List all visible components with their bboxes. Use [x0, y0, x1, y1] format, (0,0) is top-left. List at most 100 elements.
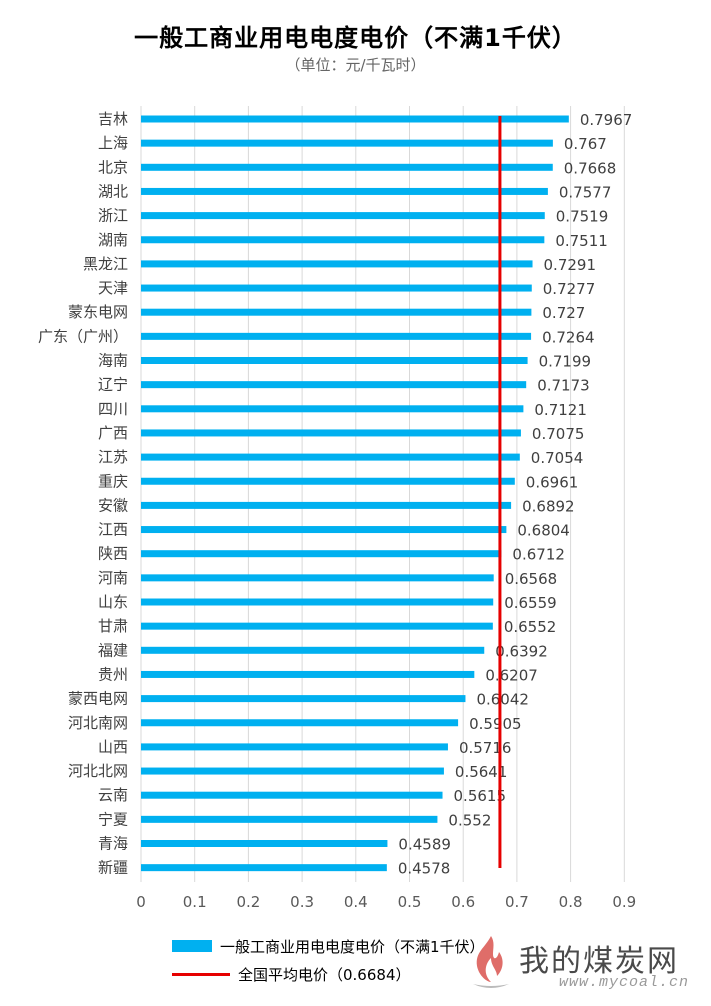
- category-label: 宁夏: [98, 810, 128, 828]
- value-label: 0.6207: [485, 666, 538, 684]
- category-label: 天津: [98, 279, 128, 297]
- category-label: 江西: [98, 521, 128, 539]
- value-label: 0.6712: [512, 546, 565, 564]
- value-label: 0.7668: [564, 159, 617, 177]
- legend-bar-label: 一般工商业用电电度电价（不满1千伏）: [220, 937, 485, 956]
- value-label: 0.6804: [517, 522, 570, 540]
- value-label: 0.727: [542, 304, 585, 322]
- x-tick-label: 0.8: [559, 893, 583, 911]
- category-label: 辽宁: [98, 376, 128, 394]
- value-label: 0.6042: [476, 691, 529, 709]
- bar: [141, 743, 448, 751]
- category-label: 贵州: [98, 665, 128, 683]
- category-label: 新疆: [98, 859, 128, 877]
- value-label: 0.4589: [398, 836, 451, 854]
- bar: [141, 767, 444, 775]
- category-label: 蒙东电网: [68, 303, 128, 321]
- bar: [141, 357, 528, 364]
- legend-bar-swatch: [172, 940, 212, 952]
- category-label: 上海: [98, 134, 128, 152]
- category-label: 四川: [98, 400, 128, 418]
- category-label: 河南: [98, 569, 128, 587]
- value-label: 0.5641: [455, 763, 508, 781]
- bar: [141, 236, 545, 244]
- value-label: 0.7519: [556, 208, 609, 226]
- bar: [141, 163, 553, 171]
- value-label: 0.5905: [469, 715, 522, 733]
- value-label: 0.7121: [534, 401, 587, 419]
- category-label: 云南: [98, 786, 128, 804]
- bar: [141, 598, 494, 606]
- value-label: 0.7967: [580, 111, 633, 129]
- value-label: 0.7264: [542, 328, 595, 346]
- bar: [141, 815, 438, 823]
- category-label: 北京: [98, 158, 128, 176]
- bar: [141, 622, 493, 630]
- value-label: 0.7291: [544, 256, 597, 274]
- category-label: 安徽: [98, 496, 128, 514]
- bar: [141, 550, 502, 558]
- bar: [141, 332, 532, 340]
- grid-lines: [140, 106, 625, 882]
- bar: [141, 381, 527, 389]
- value-label: 0.4578: [398, 860, 451, 878]
- bars: [141, 115, 569, 872]
- value-label: 0.6392: [495, 642, 547, 660]
- category-label: 广西: [98, 424, 128, 442]
- value-label: 0.767: [564, 135, 607, 153]
- bar: [141, 791, 443, 799]
- category-label: 重庆: [98, 472, 128, 490]
- x-tick-label: 0.6: [451, 893, 475, 911]
- bar: [141, 574, 494, 582]
- bar: [141, 864, 387, 872]
- watermark: 我的煤炭网 www.mycoal.cn: [457, 930, 697, 996]
- legend-line-swatch: [172, 972, 230, 976]
- bar: [141, 139, 553, 147]
- bar: [141, 429, 521, 437]
- legend: 一般工商业用电电度电价（不满1千伏） 全国平均电价（0.6684）: [172, 932, 485, 988]
- value-label: 0.7511: [555, 232, 608, 250]
- x-tick-label: 0.9: [612, 893, 636, 911]
- category-label: 山西: [98, 738, 128, 756]
- value-label: 0.7054: [531, 449, 584, 467]
- category-label: 福建: [98, 641, 128, 659]
- bar: [141, 187, 548, 195]
- category-label: 湖南: [98, 231, 128, 249]
- value-label: 0.7577: [559, 183, 612, 201]
- legend-item-bar: 一般工商业用电电度电价（不满1千伏）: [172, 932, 485, 960]
- chart-title: 一般工商业用电电度电价（不满1千伏）: [134, 24, 577, 52]
- value-label: 0.6568: [505, 570, 558, 588]
- category-label: 黑龙江: [83, 255, 128, 273]
- category-label: 江苏: [98, 448, 128, 466]
- category-label: 吉林: [98, 110, 128, 128]
- legend-line-label: 全国平均电价（0.6684）: [238, 965, 411, 984]
- category-label: 甘肃: [98, 617, 128, 635]
- value-label: 0.6552: [504, 618, 557, 636]
- value-labels: 0.7967 0.767 0.7668 0.7577 0.7519 0.7511 0.729…: [398, 111, 632, 878]
- bar: [141, 453, 520, 461]
- category-label: 蒙西电网: [68, 690, 128, 708]
- category-label: 浙江: [98, 207, 128, 225]
- category-label: 河北南网: [68, 714, 128, 732]
- bar: [141, 695, 466, 703]
- watermark-name: 我的煤炭网: [519, 944, 679, 979]
- x-tick-label: 0.3: [290, 893, 314, 911]
- x-tick-label: 0.5: [398, 893, 422, 911]
- chart-subtitle: （单位：元/千瓦时）: [285, 56, 426, 74]
- category-label: 广东（广州）: [38, 327, 128, 345]
- bar: [141, 840, 388, 847]
- x-tick-label: 0.7: [505, 893, 529, 911]
- category-label: 山东: [98, 593, 128, 611]
- bar: [141, 405, 524, 413]
- flame-logo-icon: [473, 936, 509, 988]
- value-label: 0.6892: [522, 497, 575, 515]
- bar: [141, 115, 569, 123]
- value-label: 0.7199: [539, 353, 592, 371]
- bar: [141, 260, 533, 268]
- legend-item-line: 全国平均电价（0.6684）: [172, 960, 485, 988]
- watermark-url: www.mycoal.cn: [558, 974, 689, 991]
- value-label: 0.5615: [454, 787, 507, 805]
- value-label: 0.7277: [543, 280, 596, 298]
